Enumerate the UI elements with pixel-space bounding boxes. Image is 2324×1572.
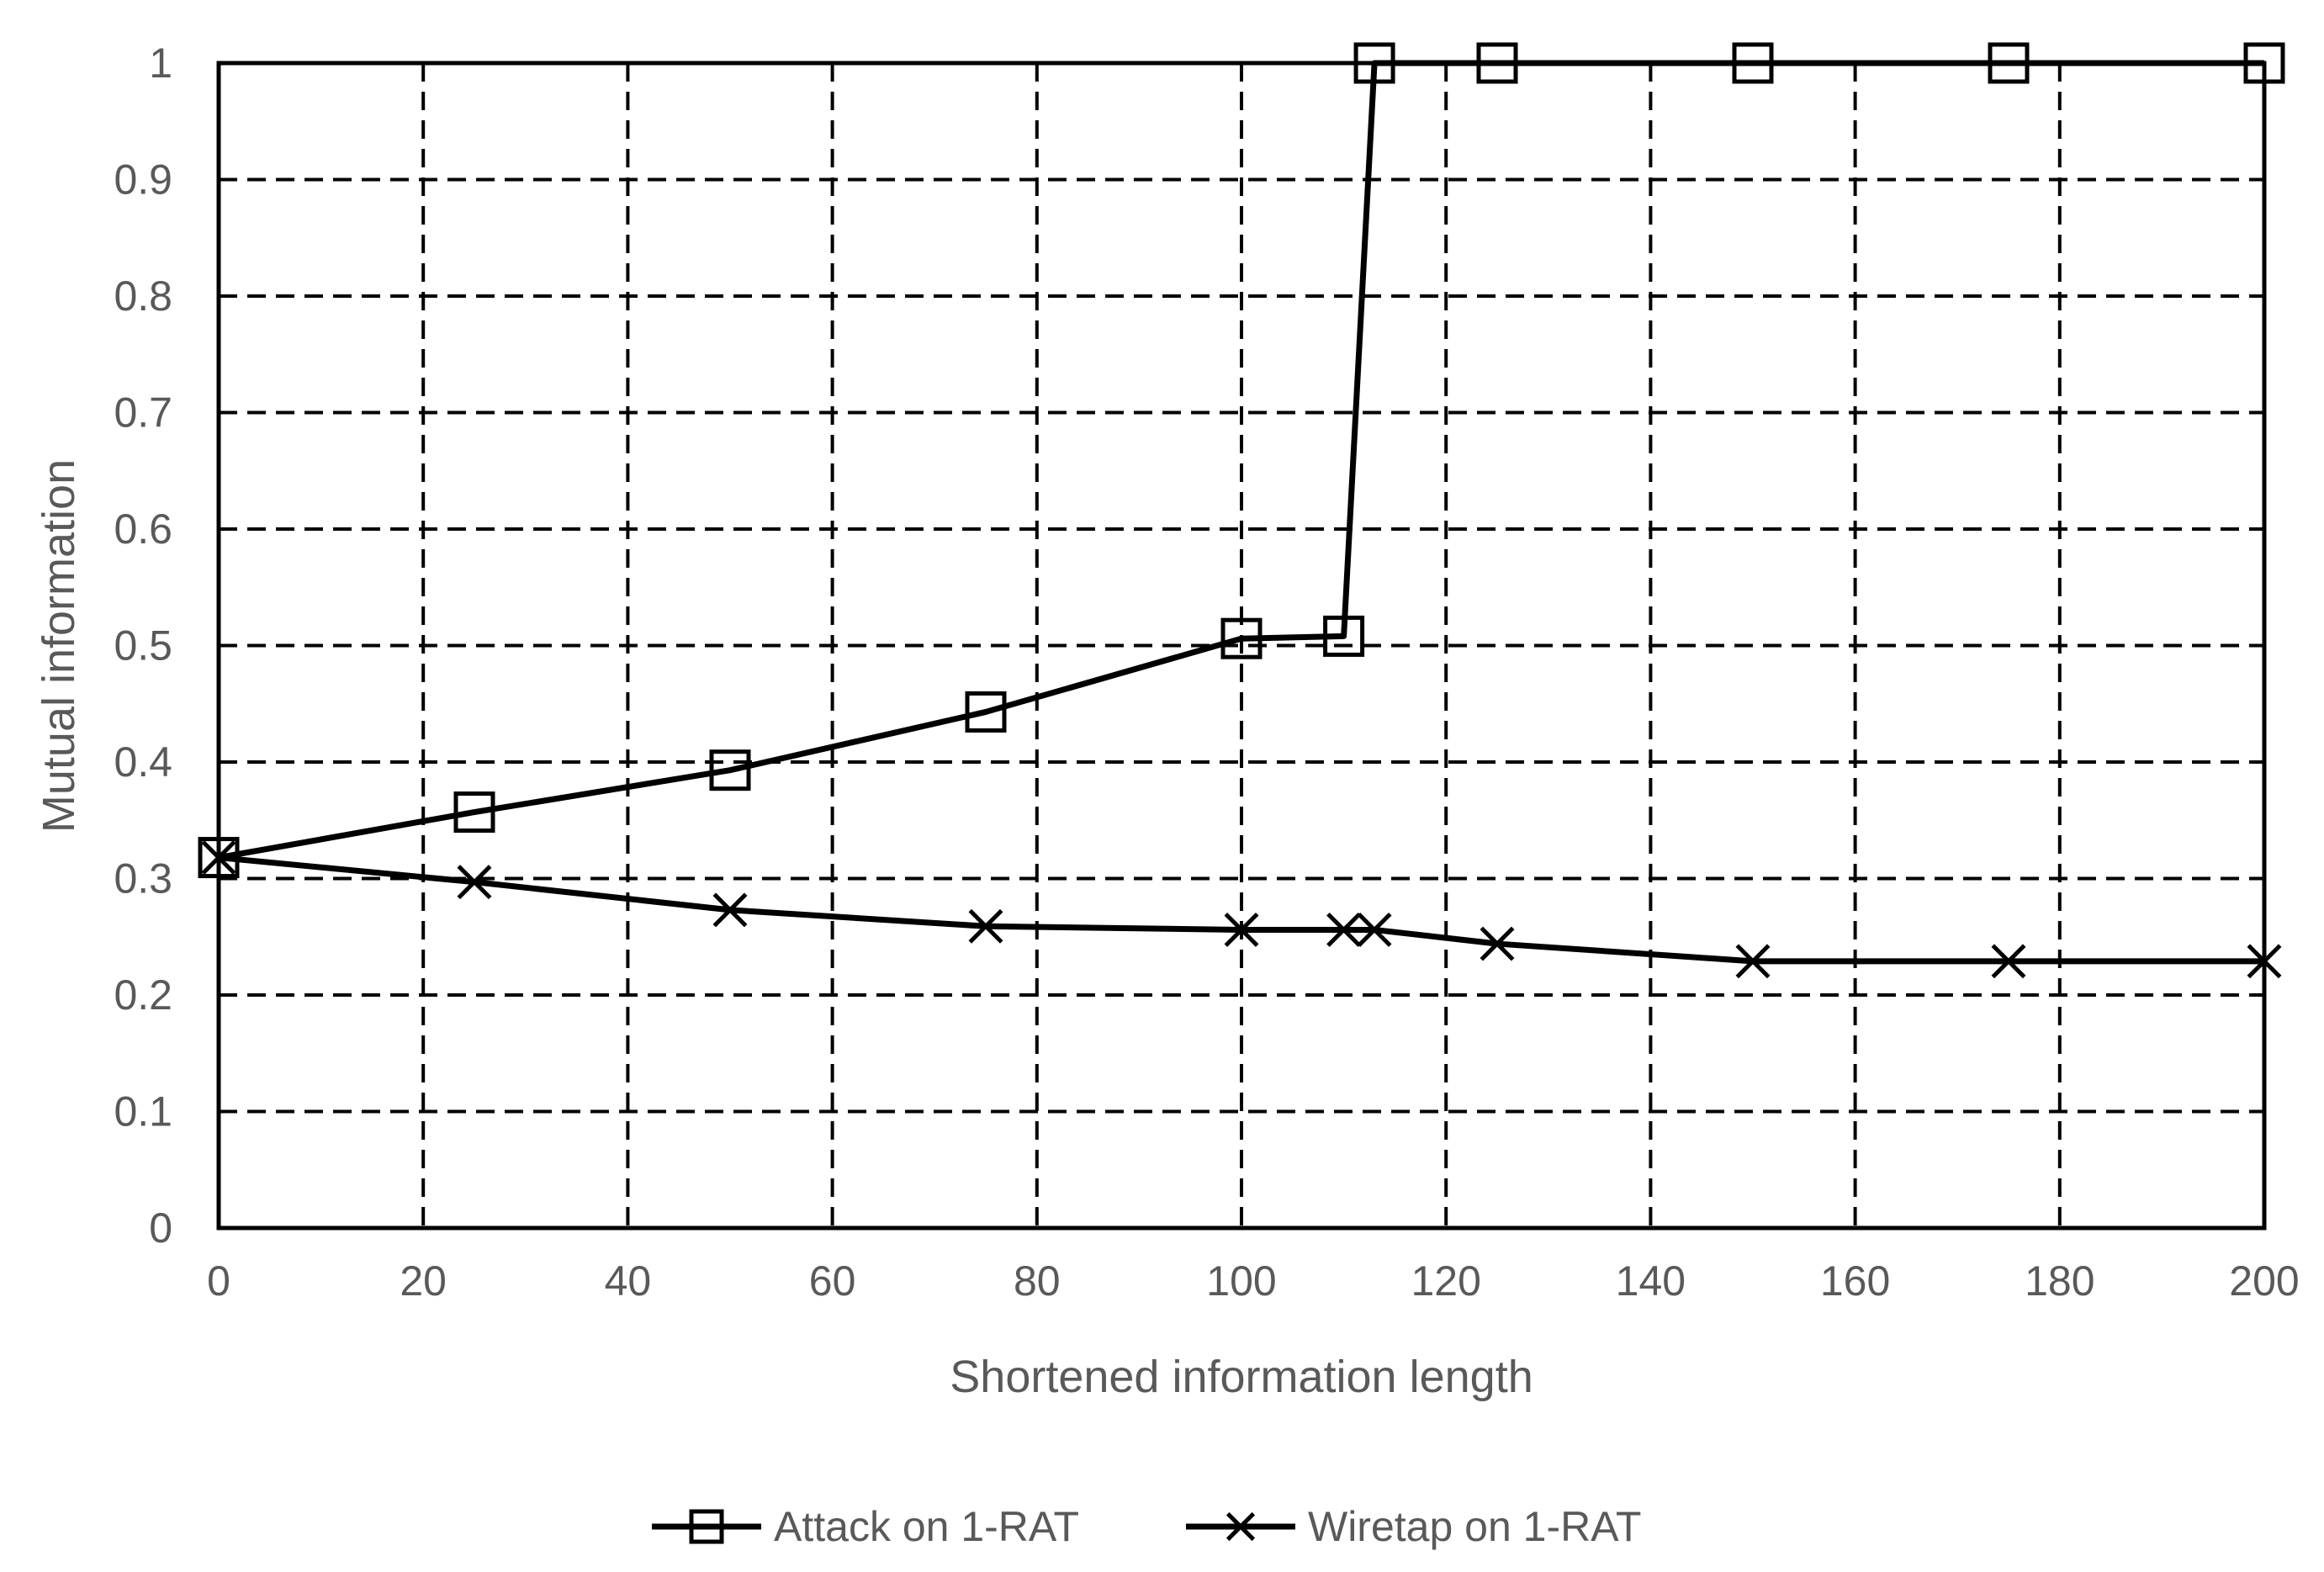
wiretap-data-point [201, 840, 236, 876]
plot-area-frame [216, 61, 2267, 1231]
x-tick-label: 160 [1820, 1257, 1890, 1305]
x-tick-label: 120 [1411, 1257, 1480, 1305]
wiretap-data-point [1735, 944, 1771, 979]
y-tick-label: 0.7 [114, 389, 172, 437]
y-tick-label: 0.4 [114, 738, 172, 786]
x-tick-label: 40 [605, 1257, 652, 1305]
attack-data-point [1353, 42, 1395, 84]
wiretap-data-point [457, 865, 492, 900]
x-tick-label: 140 [1616, 1257, 1686, 1305]
legend-label: Wiretap on 1-RAT [1308, 1503, 1641, 1550]
y-tick-label: 1 [149, 40, 172, 87]
attack-data-point [709, 749, 751, 791]
y-tick-label: 0.8 [114, 273, 172, 320]
attack-data-point [198, 837, 240, 879]
x-tick-label: 180 [2025, 1257, 2094, 1305]
wiretap-data-point [1224, 912, 1259, 947]
x-tick-label: 100 [1206, 1257, 1276, 1305]
x-tick-label: 60 [809, 1257, 856, 1305]
attack-data-point [1988, 42, 2030, 84]
y-tick-label: 0.1 [114, 1088, 172, 1135]
wiretap-data-point [712, 892, 748, 928]
legend-item: Attack on 1-RAT [652, 1503, 1079, 1550]
attack-data-point [1323, 615, 1365, 657]
legend-item: Wiretap on 1-RAT [1186, 1503, 1641, 1550]
series-layer [198, 42, 2285, 979]
wiretap-data-point [1991, 944, 2026, 979]
wiretap-data-point [1326, 912, 1362, 947]
legend-marker [1226, 1511, 1256, 1542]
y-tick-label: 0 [149, 1204, 172, 1252]
y-tick-label: 0.2 [114, 971, 172, 1019]
attack-data-point [1732, 42, 1774, 84]
x-tick-label: 20 [400, 1257, 447, 1305]
legend: Attack on 1-RAT Wiretap on 1-RAT [652, 1503, 1641, 1550]
x-tick-label: 200 [2229, 1257, 2299, 1305]
grid-layer [219, 63, 2264, 1228]
x-tick-label: 0 [207, 1257, 230, 1305]
legend-marker [689, 1509, 724, 1544]
wiretap-data-point [2247, 944, 2282, 979]
tick-label-layer: 0 20 40 60 80 100 120 140 160 180 200 0 0.1 0.2 0.3 0.4… [114, 40, 2299, 1305]
wiretap-data-point [1357, 912, 1392, 947]
attack-data-point [453, 791, 495, 834]
attack-data-point [1476, 42, 1518, 84]
attack-data-point [965, 691, 1007, 733]
attack-data-point [2243, 42, 2285, 84]
wiretap-data-point [968, 908, 1003, 944]
y-tick-label: 0.9 [114, 156, 172, 204]
x-axis-title: Shortened information length [950, 1352, 1533, 1402]
wiretap-data-point [1480, 926, 1515, 961]
y-tick-label: 0.3 [114, 855, 172, 902]
y-axis-title: Mutual information [34, 459, 84, 833]
y-tick-label: 0.5 [114, 622, 172, 670]
attack-data-point [1220, 617, 1263, 659]
x-tick-label: 80 [1014, 1257, 1061, 1305]
y-tick-label: 0.6 [114, 505, 172, 553]
legend-label: Attack on 1-RAT [774, 1503, 1079, 1550]
series-line-attack [218, 60, 2264, 861]
